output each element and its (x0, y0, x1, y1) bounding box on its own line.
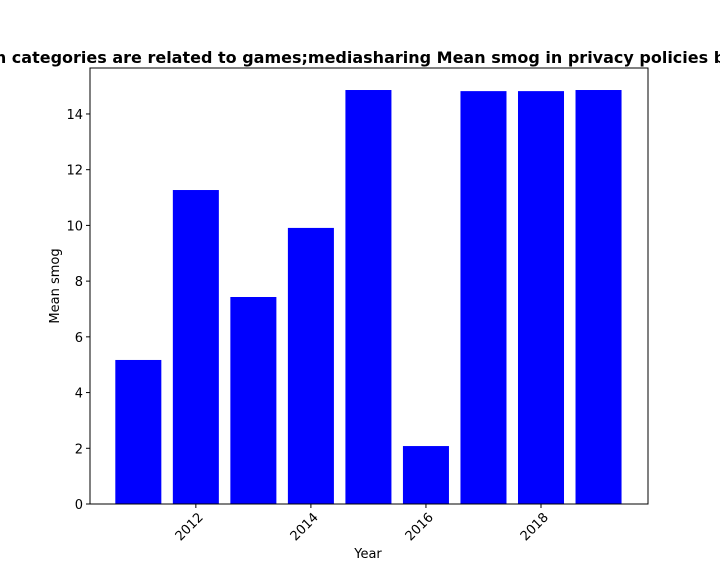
x-tick-label: 2018 (518, 510, 552, 544)
x-tick-label: 2014 (288, 510, 322, 544)
y-tick-label: 10 (66, 219, 83, 234)
y-tick-label: 6 (75, 331, 83, 346)
bar (575, 90, 622, 505)
bar (517, 91, 565, 504)
bar (230, 297, 277, 504)
bar (402, 446, 449, 504)
x-axis-label: Year (353, 547, 382, 562)
chart-title: n categories are related to games;medias… (0, 48, 720, 67)
bar (172, 190, 219, 504)
y-axis-label: Mean smog (48, 248, 63, 323)
y-tick-label: 12 (66, 164, 83, 179)
y-tick-label: 4 (75, 387, 83, 402)
x-tick-label: 2012 (173, 510, 207, 544)
y-tick-label: 8 (75, 275, 83, 290)
bar (115, 359, 162, 504)
x-tick-label: 2016 (403, 510, 437, 544)
bar (287, 227, 334, 505)
y-tick-label: 14 (66, 108, 83, 123)
bar (460, 91, 507, 504)
y-tick-label: 0 (75, 498, 83, 513)
bar (345, 90, 392, 505)
plot-frame (89, 67, 649, 505)
y-tick-label: 2 (75, 442, 83, 457)
